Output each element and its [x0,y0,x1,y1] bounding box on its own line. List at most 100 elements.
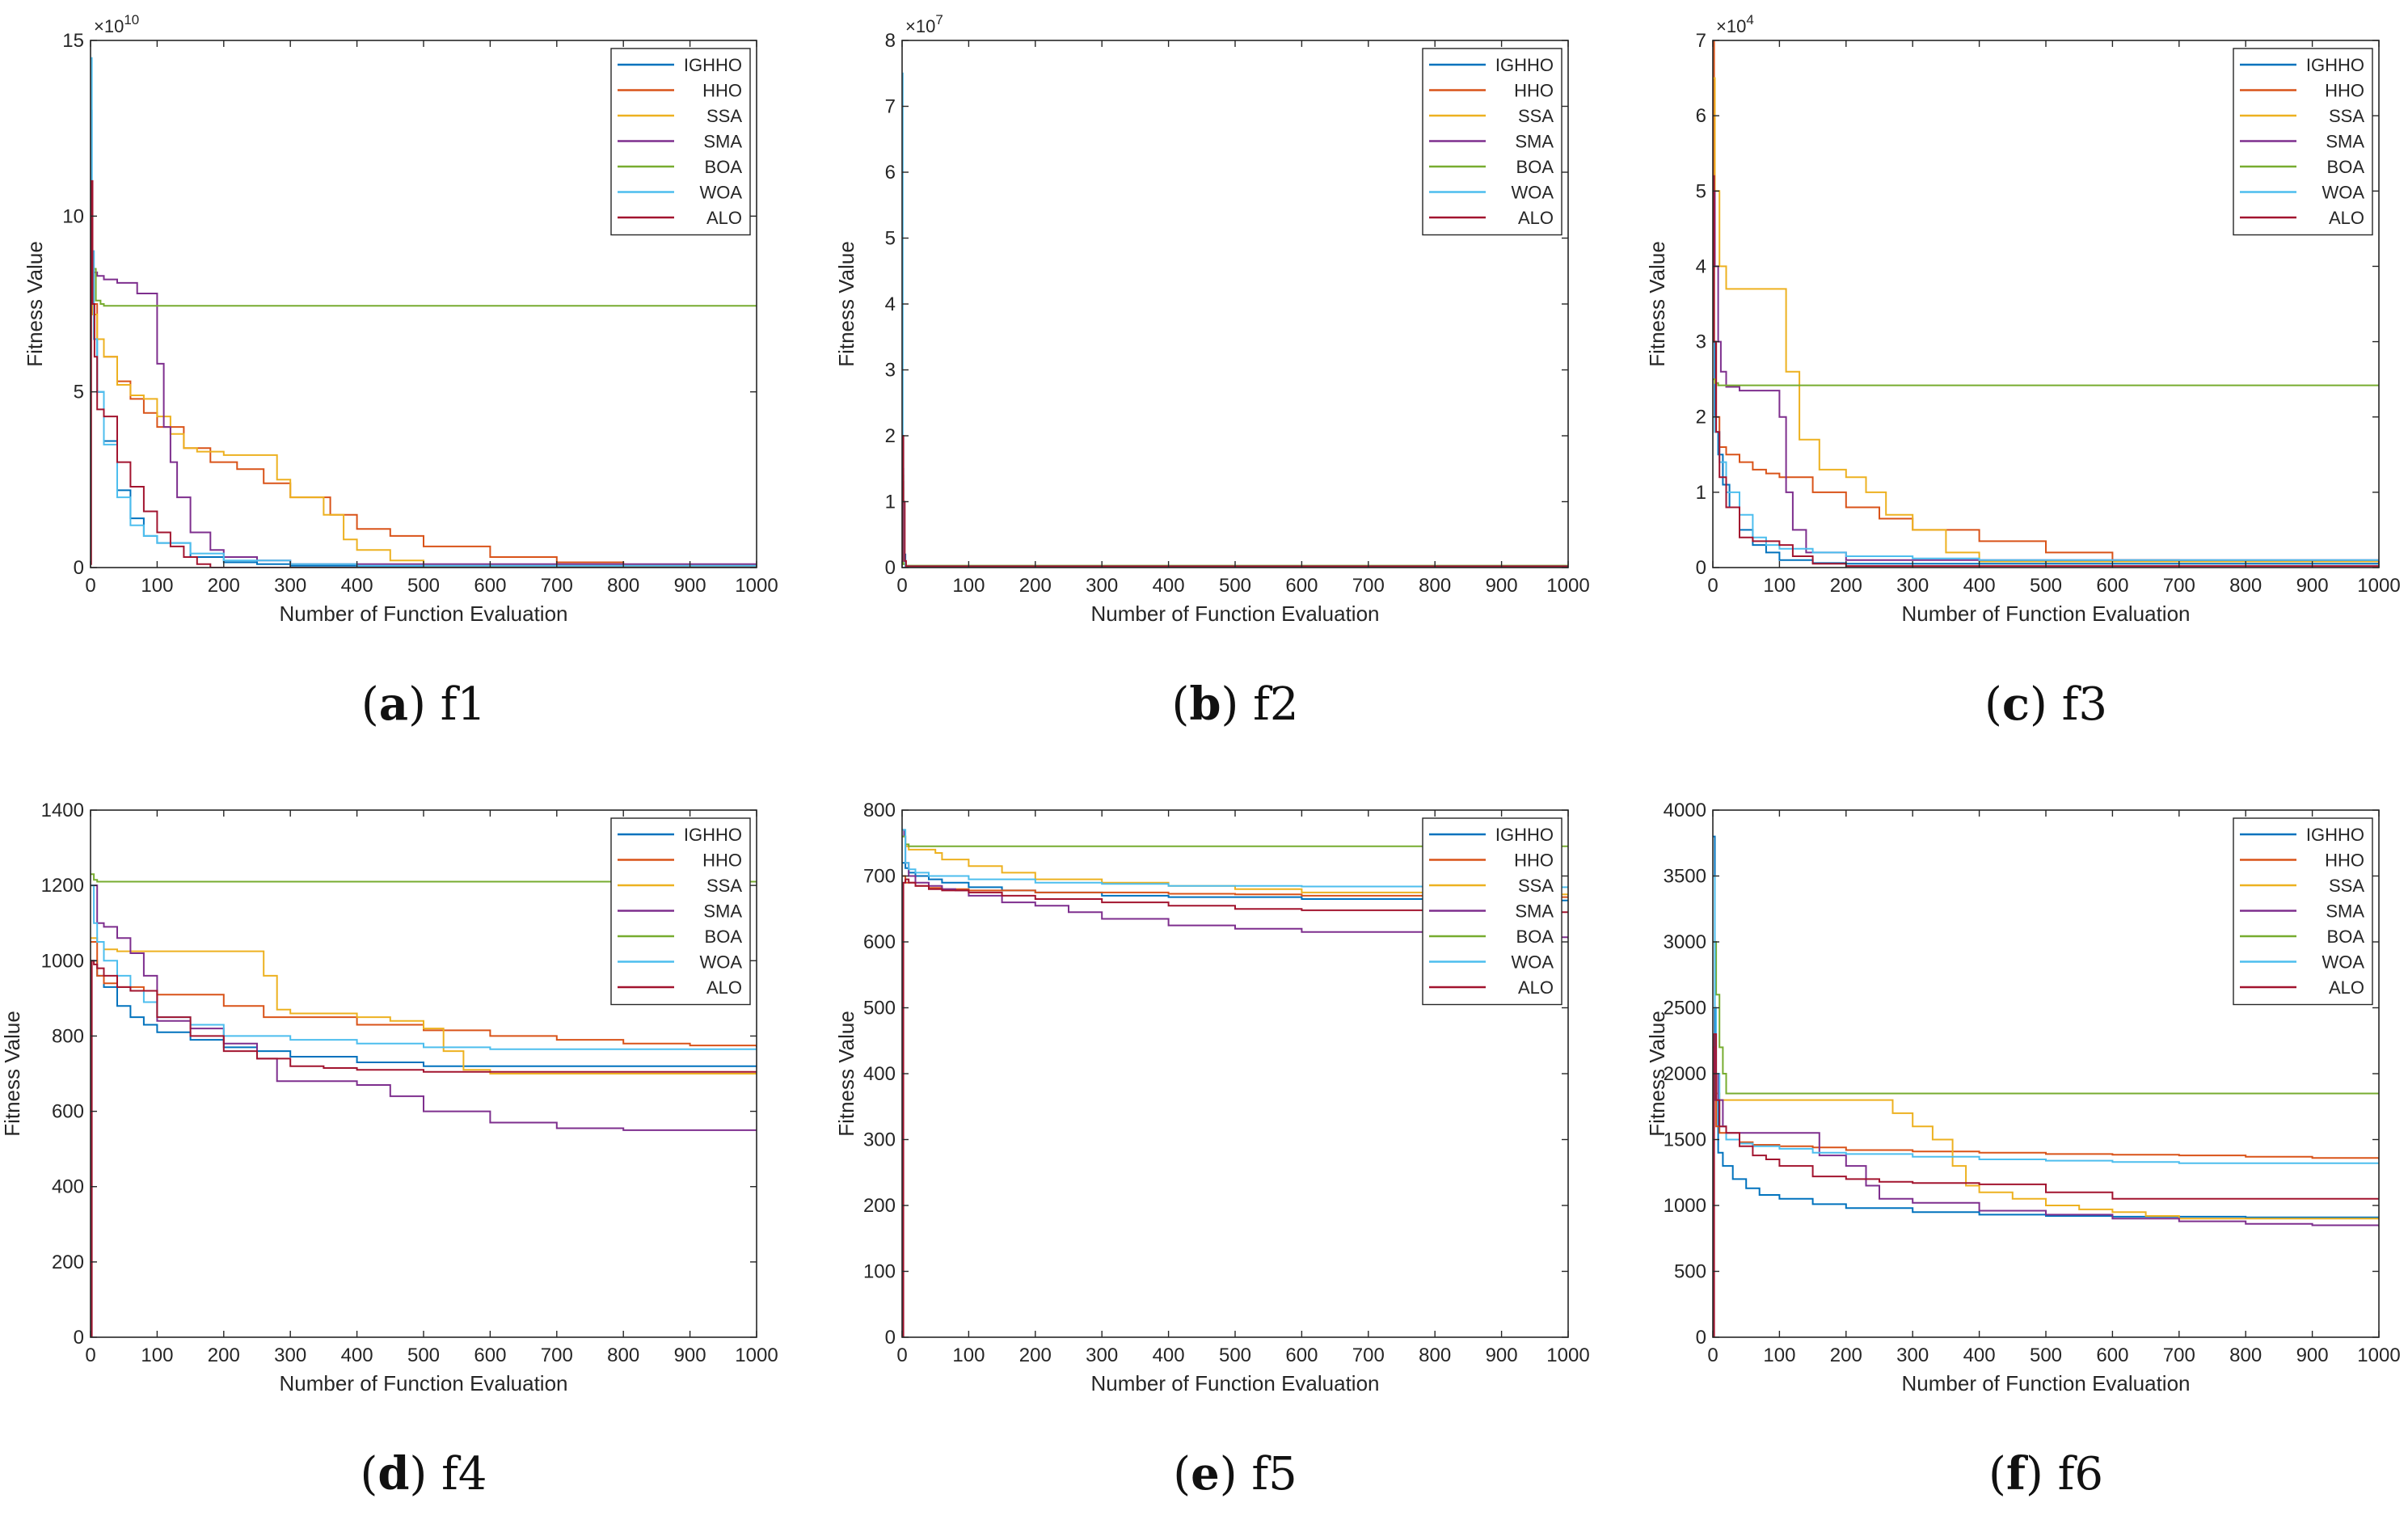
legend-label-hho: HHO [1514,851,1554,871]
x-tick-label: 300 [274,1345,306,1366]
legend-label-sma: SMA [703,901,742,922]
series-line-alo [1713,1033,2379,1337]
x-tick-label: 500 [1219,1345,1251,1366]
legend: IGHHO HHO SSA SMA BOA WOA ALO [1422,48,1562,236]
x-tick-label: 300 [1896,1345,1929,1366]
y-tick-label: 4000 [1664,800,1706,821]
y-tick-label: 800 [52,1025,84,1047]
y-tick-label: 4 [1696,255,1706,277]
x-tick-label: 0 [85,1345,95,1366]
x-tick-label: 100 [952,1345,985,1366]
y-tick-label: 1400 [41,800,84,821]
legend-label-woa: WOA [699,952,742,973]
y-tick-label: 7 [1696,30,1706,52]
x-tick-label: 500 [2030,1345,2062,1366]
series-line-ighho [902,862,1568,901]
legend-label-ighho: IGHHO [1495,55,1554,75]
legend-label-alo: ALO [1518,208,1554,228]
series-line-ssa [91,937,757,1074]
panel-caption: (e) f5 [1173,1447,1297,1501]
x-tick-label: 600 [1285,1345,1318,1366]
y-tick-label: 10 [62,205,84,227]
x-tick-label: 400 [341,1345,373,1366]
x-tick-label: 700 [2163,1345,2195,1366]
y-exponent-label: ×1010 [94,12,139,36]
x-tick-label: 200 [1019,575,1052,597]
legend-label-boa: BOA [1516,927,1554,947]
legend-label-woa: WOA [1511,183,1554,203]
y-axis-label: Fitness Value [834,241,858,367]
y-tick-label: 0 [1696,557,1706,579]
y-tick-label: 5 [1696,180,1706,202]
legend-label-ighho: IGHHO [2306,55,2364,75]
y-tick-label: 3 [1696,331,1706,353]
panel-caption: (c) f3 [1984,678,2107,731]
y-tick-label: 1 [885,492,896,513]
x-tick-label: 700 [2163,575,2195,597]
x-tick-label: 800 [2229,575,2262,597]
x-axis-label: Number of Function Evaluation [1902,602,2191,626]
x-tick-label: 200 [208,575,240,597]
y-tick-label: 4 [885,293,896,315]
x-tick-label: 800 [607,1345,639,1366]
legend-label-ighho: IGHHO [684,55,742,75]
legend-label-hho: HHO [702,851,742,871]
x-tick-label: 0 [896,575,907,597]
x-tick-label: 1000 [1546,575,1589,597]
y-axis-label: Fitness Value [834,1011,858,1137]
y-tick-label: 1 [1696,482,1706,504]
y-tick-label: 300 [863,1129,896,1151]
y-tick-label: 400 [52,1176,84,1198]
y-tick-label: 1500 [1664,1129,1706,1151]
y-tick-label: 7 [885,96,896,118]
y-tick-label: 5 [74,382,84,403]
x-tick-label: 700 [1352,575,1385,597]
y-tick-label: 500 [863,998,896,1020]
legend: IGHHO HHO SSA SMA BOA WOA ALO [610,817,751,1006]
x-tick-label: 1000 [2357,575,2400,597]
legend-label-ssa: SSA [1518,876,1554,896]
x-tick-label: 1000 [735,1345,778,1366]
legend-label-boa: BOA [705,927,743,947]
y-tick-label: 800 [863,800,896,821]
y-tick-label: 5 [885,228,896,250]
x-tick-label: 0 [896,1345,907,1366]
legend-label-alo: ALO [1518,977,1554,998]
x-tick-label: 200 [1830,575,1862,597]
y-tick-label: 200 [52,1252,84,1273]
legend-label-ssa: SSA [706,876,742,896]
x-tick-label: 0 [1707,575,1718,597]
legend-label-sma: SMA [1515,132,1554,152]
x-tick-label: 500 [407,575,440,597]
y-tick-label: 0 [1696,1327,1706,1349]
x-tick-label: 900 [674,1345,706,1366]
x-tick-label: 1000 [2357,1345,2400,1366]
x-tick-label: 500 [1219,575,1251,597]
x-tick-label: 0 [85,575,95,597]
x-tick-label: 700 [541,575,573,597]
x-axis-label: Number of Function Evaluation [1091,602,1380,626]
x-tick-label: 0 [1707,1345,1718,1366]
x-axis-label: Number of Function Evaluation [1091,1371,1380,1395]
x-tick-label: 1000 [735,575,778,597]
panel-caption: (d) f4 [360,1447,487,1501]
x-tick-label: 600 [474,1345,506,1366]
x-tick-label: 900 [1486,575,1518,597]
y-tick-label: 0 [74,557,84,579]
x-tick-label: 300 [1086,1345,1118,1366]
x-tick-label: 500 [407,1345,440,1366]
chart-panel-f6: 0 100 200 300 400 500 600 700 800 900 1000 0 500 1000… [1645,800,2401,1501]
series-line-ssa [1713,77,2379,563]
y-tick-label: 1200 [41,875,84,897]
legend: IGHHO HHO SSA SMA BOA WOA ALO [1422,817,1562,1006]
x-tick-label: 400 [341,575,373,597]
legend-label-woa: WOA [1511,952,1554,973]
legend-label-hho: HHO [1514,81,1554,101]
legend: IGHHO HHO SSA SMA BOA WOA ALO [2233,48,2373,236]
y-tick-label: 3000 [1664,931,1706,953]
x-tick-label: 300 [1086,575,1118,597]
legend-label-hho: HHO [2325,851,2364,871]
x-axis-label: Number of Function Evaluation [280,1371,568,1395]
legend-label-boa: BOA [2327,157,2365,177]
x-tick-label: 1000 [1546,1345,1589,1366]
